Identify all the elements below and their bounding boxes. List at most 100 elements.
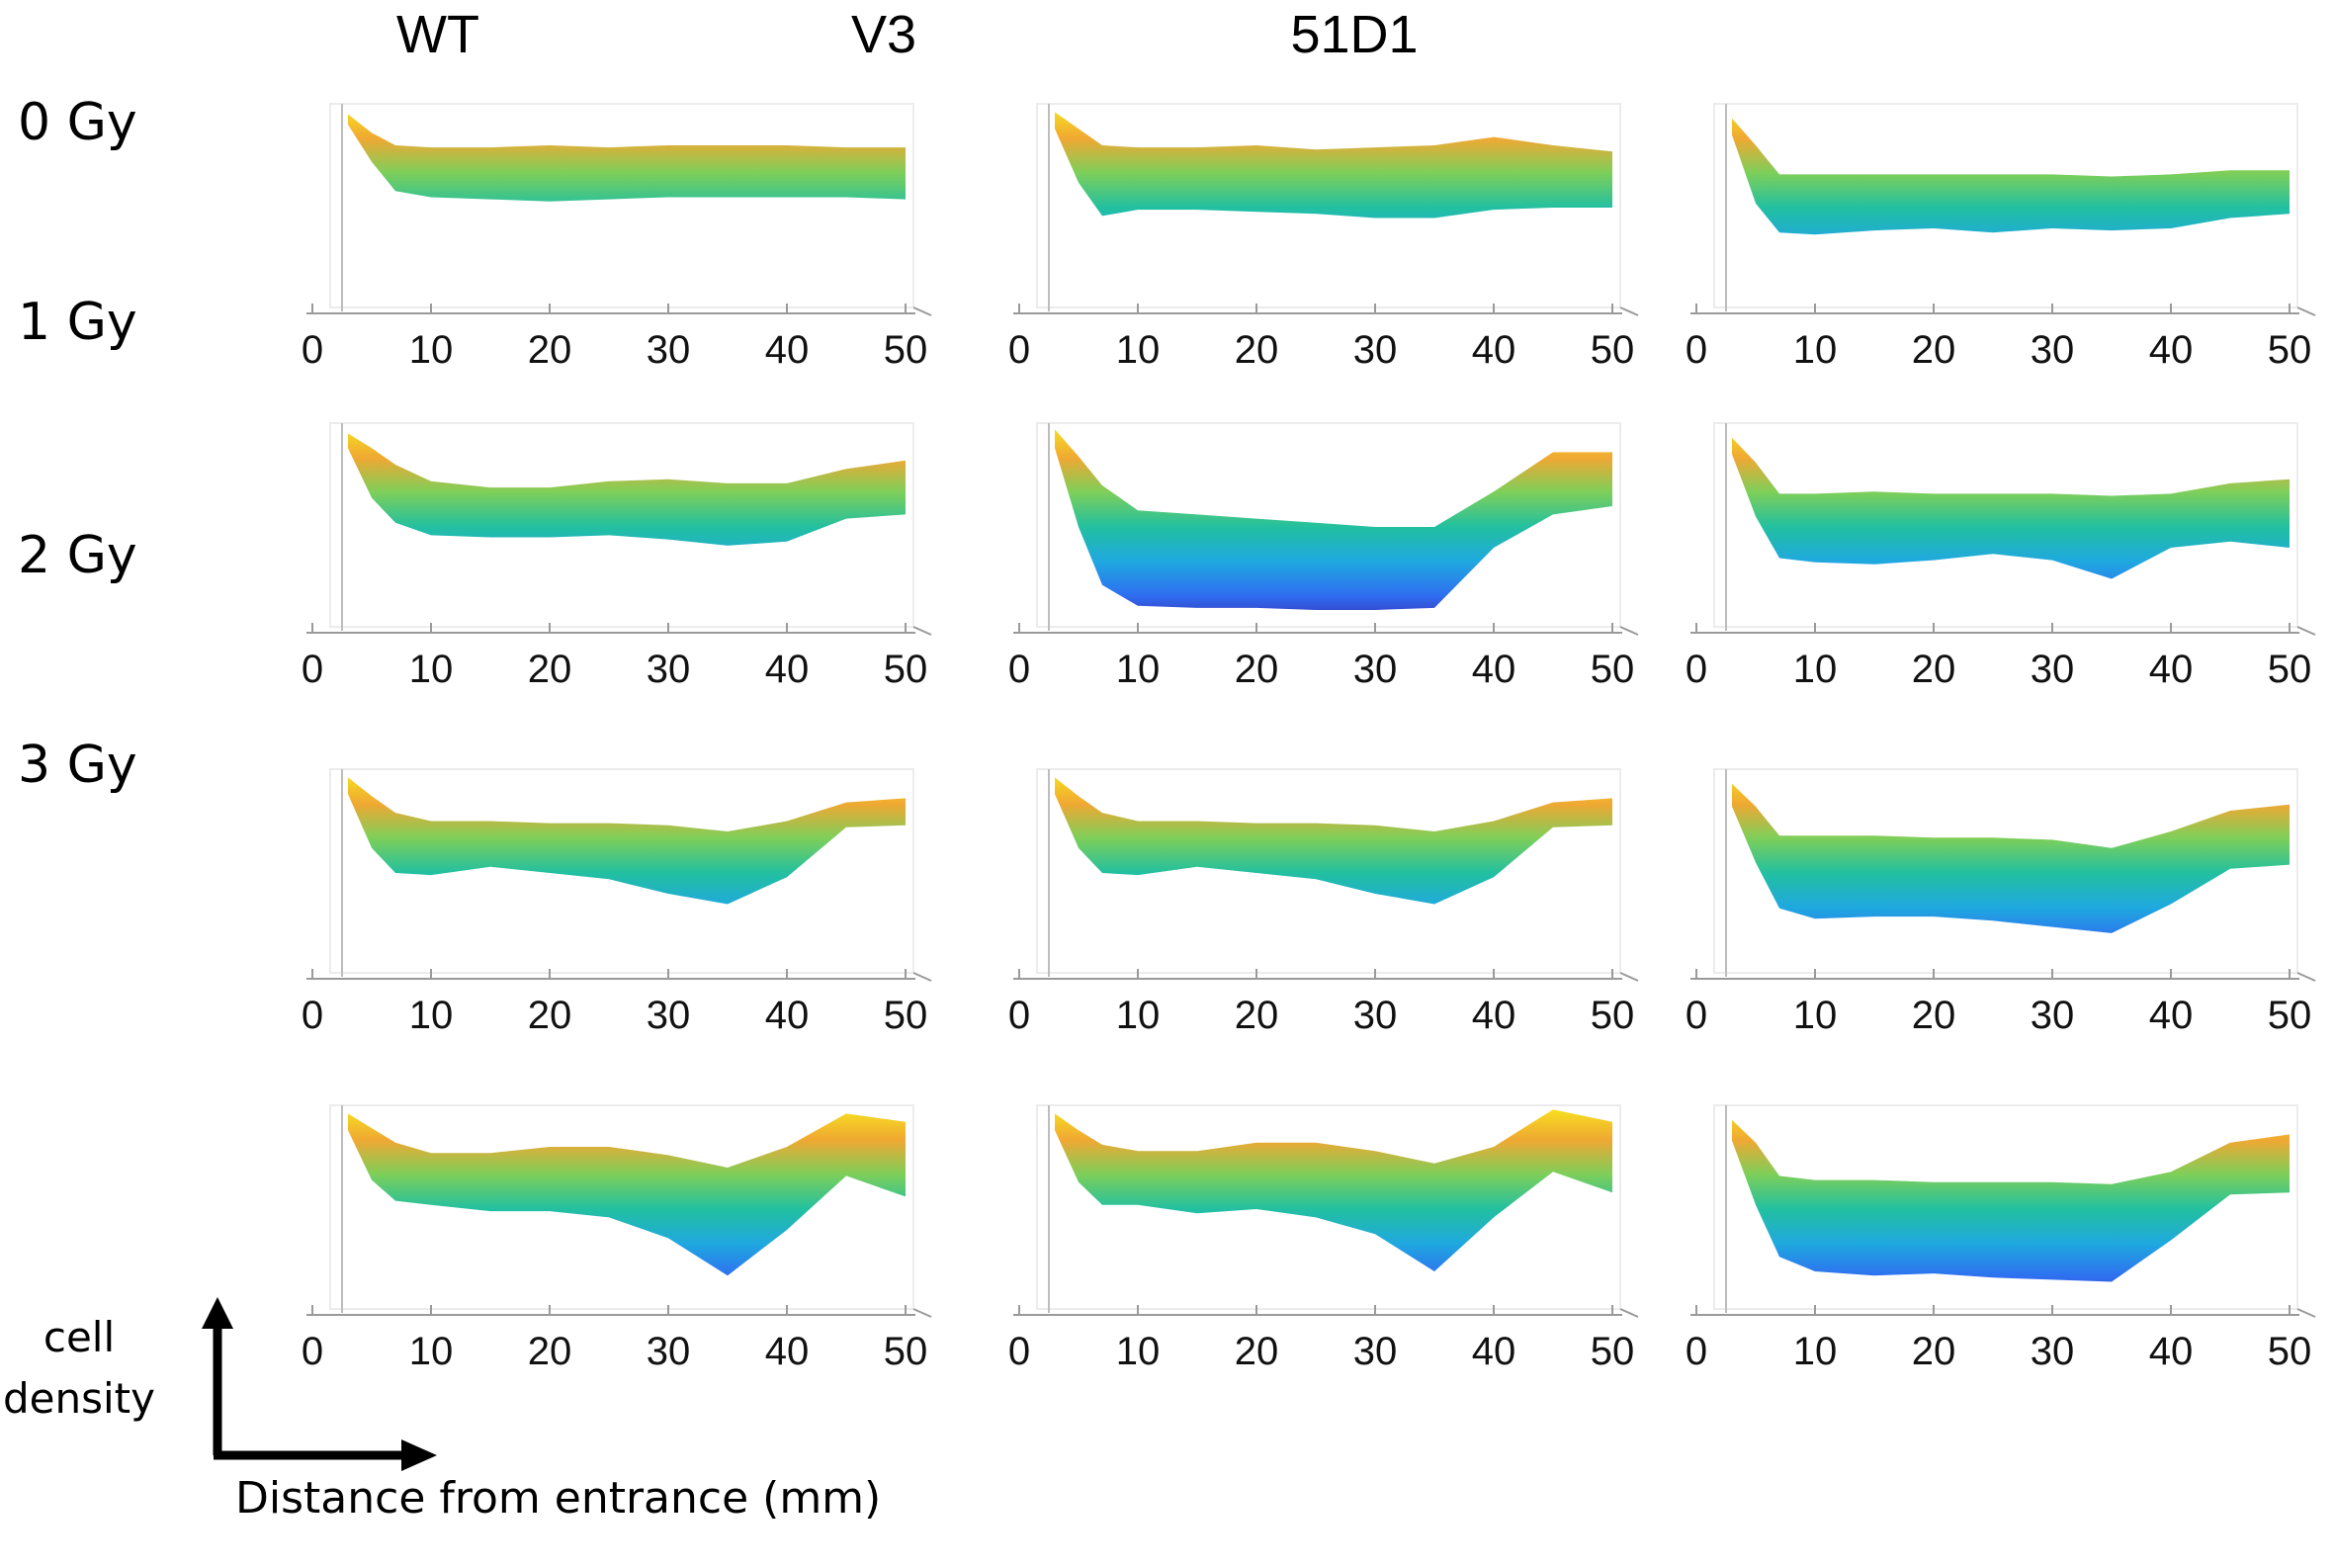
x-tick-label: 10 — [1116, 994, 1161, 1037]
x-tick-label: 20 — [1912, 648, 1956, 691]
x-tick-label: 0 — [1686, 328, 1707, 372]
x-tick-label: 40 — [2149, 328, 2194, 372]
x-tick-label: 50 — [884, 994, 928, 1037]
x-tick-label: 20 — [1235, 994, 1279, 1037]
x-tick-label: 20 — [528, 328, 572, 372]
x-tick-label: 40 — [2149, 648, 2194, 691]
x-tick-label: 20 — [1912, 1330, 1956, 1373]
panel-51d1-3gy: 0 10 20 30 40 50 — [1686, 1104, 2316, 1373]
x-tick-label: 40 — [1472, 1330, 1516, 1373]
x-tick-label: 30 — [1353, 648, 1398, 691]
density-area — [1055, 777, 1612, 905]
density-area — [348, 1113, 906, 1276]
x-tick-label: 30 — [647, 1330, 691, 1373]
x-axis-depth-edge — [2296, 626, 2316, 636]
x-axis-depth-edge — [2296, 1308, 2316, 1318]
x-tick-label: 30 — [2031, 994, 2075, 1037]
panel-51d1-0gy: 0 10 20 30 40 50 — [1686, 103, 2316, 372]
x-axis-depth-edge — [1619, 626, 1639, 636]
x-tick-label: 0 — [302, 994, 323, 1037]
x-tick-label: 40 — [1472, 994, 1516, 1037]
x-tick-label: 50 — [1591, 648, 1635, 691]
x-tick-label: 0 — [1686, 994, 1707, 1037]
x-axis-depth-edge — [2296, 972, 2316, 982]
x-axis-caption: Distance from entrance (mm) — [235, 1473, 882, 1524]
x-tick-label: 50 — [2268, 994, 2312, 1037]
panel-wt-1gy: 0 10 20 30 40 50 — [302, 422, 932, 691]
x-tick-label: 10 — [1793, 648, 1838, 691]
x-tick-label: 20 — [528, 994, 572, 1037]
x-tick-label: 40 — [1472, 648, 1516, 691]
density-area — [1732, 783, 2290, 933]
y-axis-label-line-2: density — [3, 1374, 155, 1423]
panel-wt-2gy: 0 10 20 30 40 50 — [302, 768, 932, 1037]
x-tick-label: 0 — [1686, 648, 1707, 691]
column-title-wt: WT — [396, 5, 479, 64]
row-label-3gy: 3 Gy — [18, 736, 137, 795]
x-tick-label: 40 — [2149, 1330, 2194, 1373]
y-axis-label: cell density — [0, 1307, 158, 1430]
x-tick-label: 30 — [1353, 994, 1398, 1037]
panel-wt-3gy: 0 10 20 30 40 50 — [302, 1104, 932, 1373]
x-tick-label: 20 — [1912, 328, 1956, 372]
x-tick-label: 50 — [2268, 328, 2312, 372]
x-tick-label: 20 — [1235, 328, 1279, 372]
density-area — [1055, 112, 1612, 218]
density-area — [348, 114, 906, 202]
column-title-51d1: 51D1 — [1290, 5, 1419, 64]
x-tick-label: 10 — [409, 994, 454, 1037]
x-tick-label: 30 — [1353, 1330, 1398, 1373]
x-tick-label: 10 — [1793, 328, 1838, 372]
panel-v3-1gy: 0 10 20 30 40 50 — [1008, 422, 1639, 691]
x-tick-label: 0 — [302, 328, 323, 372]
x-tick-label: 30 — [2031, 648, 2075, 691]
x-tick-label: 50 — [1591, 328, 1635, 372]
x-tick-label: 10 — [409, 328, 454, 372]
density-area — [1055, 1109, 1612, 1271]
panel-back-frame — [329, 103, 914, 308]
density-area — [1732, 118, 2290, 235]
panel-back-frame — [1713, 768, 2298, 974]
x-axis-depth-edge — [912, 306, 932, 316]
x-tick-label: 0 — [1008, 994, 1030, 1037]
x-tick-label: 10 — [1793, 994, 1838, 1037]
panel-back-frame — [1036, 103, 1621, 308]
x-tick-label: 50 — [1591, 1330, 1635, 1373]
x-tick-label: 30 — [1353, 328, 1398, 372]
x-tick-label: 40 — [765, 994, 810, 1037]
panel-back-frame — [1713, 103, 2298, 308]
row-label-1gy: 1 Gy — [18, 293, 137, 352]
panel-back-frame — [1036, 422, 1621, 628]
panel-back-frame — [329, 1104, 914, 1310]
x-tick-label: 0 — [1008, 1330, 1030, 1373]
x-axis-depth-edge — [912, 1308, 932, 1318]
x-tick-label: 10 — [1116, 1330, 1161, 1373]
x-tick-label: 0 — [1008, 328, 1030, 372]
x-tick-label: 40 — [2149, 994, 2194, 1037]
column-title-v3: V3 — [850, 5, 917, 64]
density-area — [1732, 437, 2290, 579]
x-tick-label: 0 — [1686, 1330, 1707, 1373]
density-area — [348, 433, 906, 546]
x-tick-label: 30 — [2031, 1330, 2075, 1373]
x-tick-label: 50 — [884, 328, 928, 372]
density-area — [1732, 1119, 2290, 1282]
panel-51d1-2gy: 0 10 20 30 40 50 — [1686, 768, 2316, 1037]
panel-back-frame — [1713, 422, 2298, 628]
panel-back-frame — [1036, 768, 1621, 974]
x-tick-label: 30 — [647, 994, 691, 1037]
panel-wt-0gy: 0 10 20 30 40 50 — [302, 103, 932, 372]
panel-v3-3gy: 0 10 20 30 40 50 — [1008, 1104, 1639, 1373]
x-tick-label: 40 — [765, 328, 810, 372]
x-tick-label: 40 — [1472, 328, 1516, 372]
density-area — [348, 777, 906, 905]
x-tick-label: 0 — [1008, 648, 1030, 691]
x-tick-label: 20 — [528, 648, 572, 691]
x-axis-depth-edge — [1619, 1308, 1639, 1318]
density-area — [1055, 429, 1612, 610]
x-tick-label: 0 — [302, 1330, 323, 1373]
x-tick-label: 30 — [647, 648, 691, 691]
x-tick-label: 30 — [2031, 328, 2075, 372]
panel-v3-0gy: 0 10 20 30 40 50 — [1008, 103, 1639, 372]
